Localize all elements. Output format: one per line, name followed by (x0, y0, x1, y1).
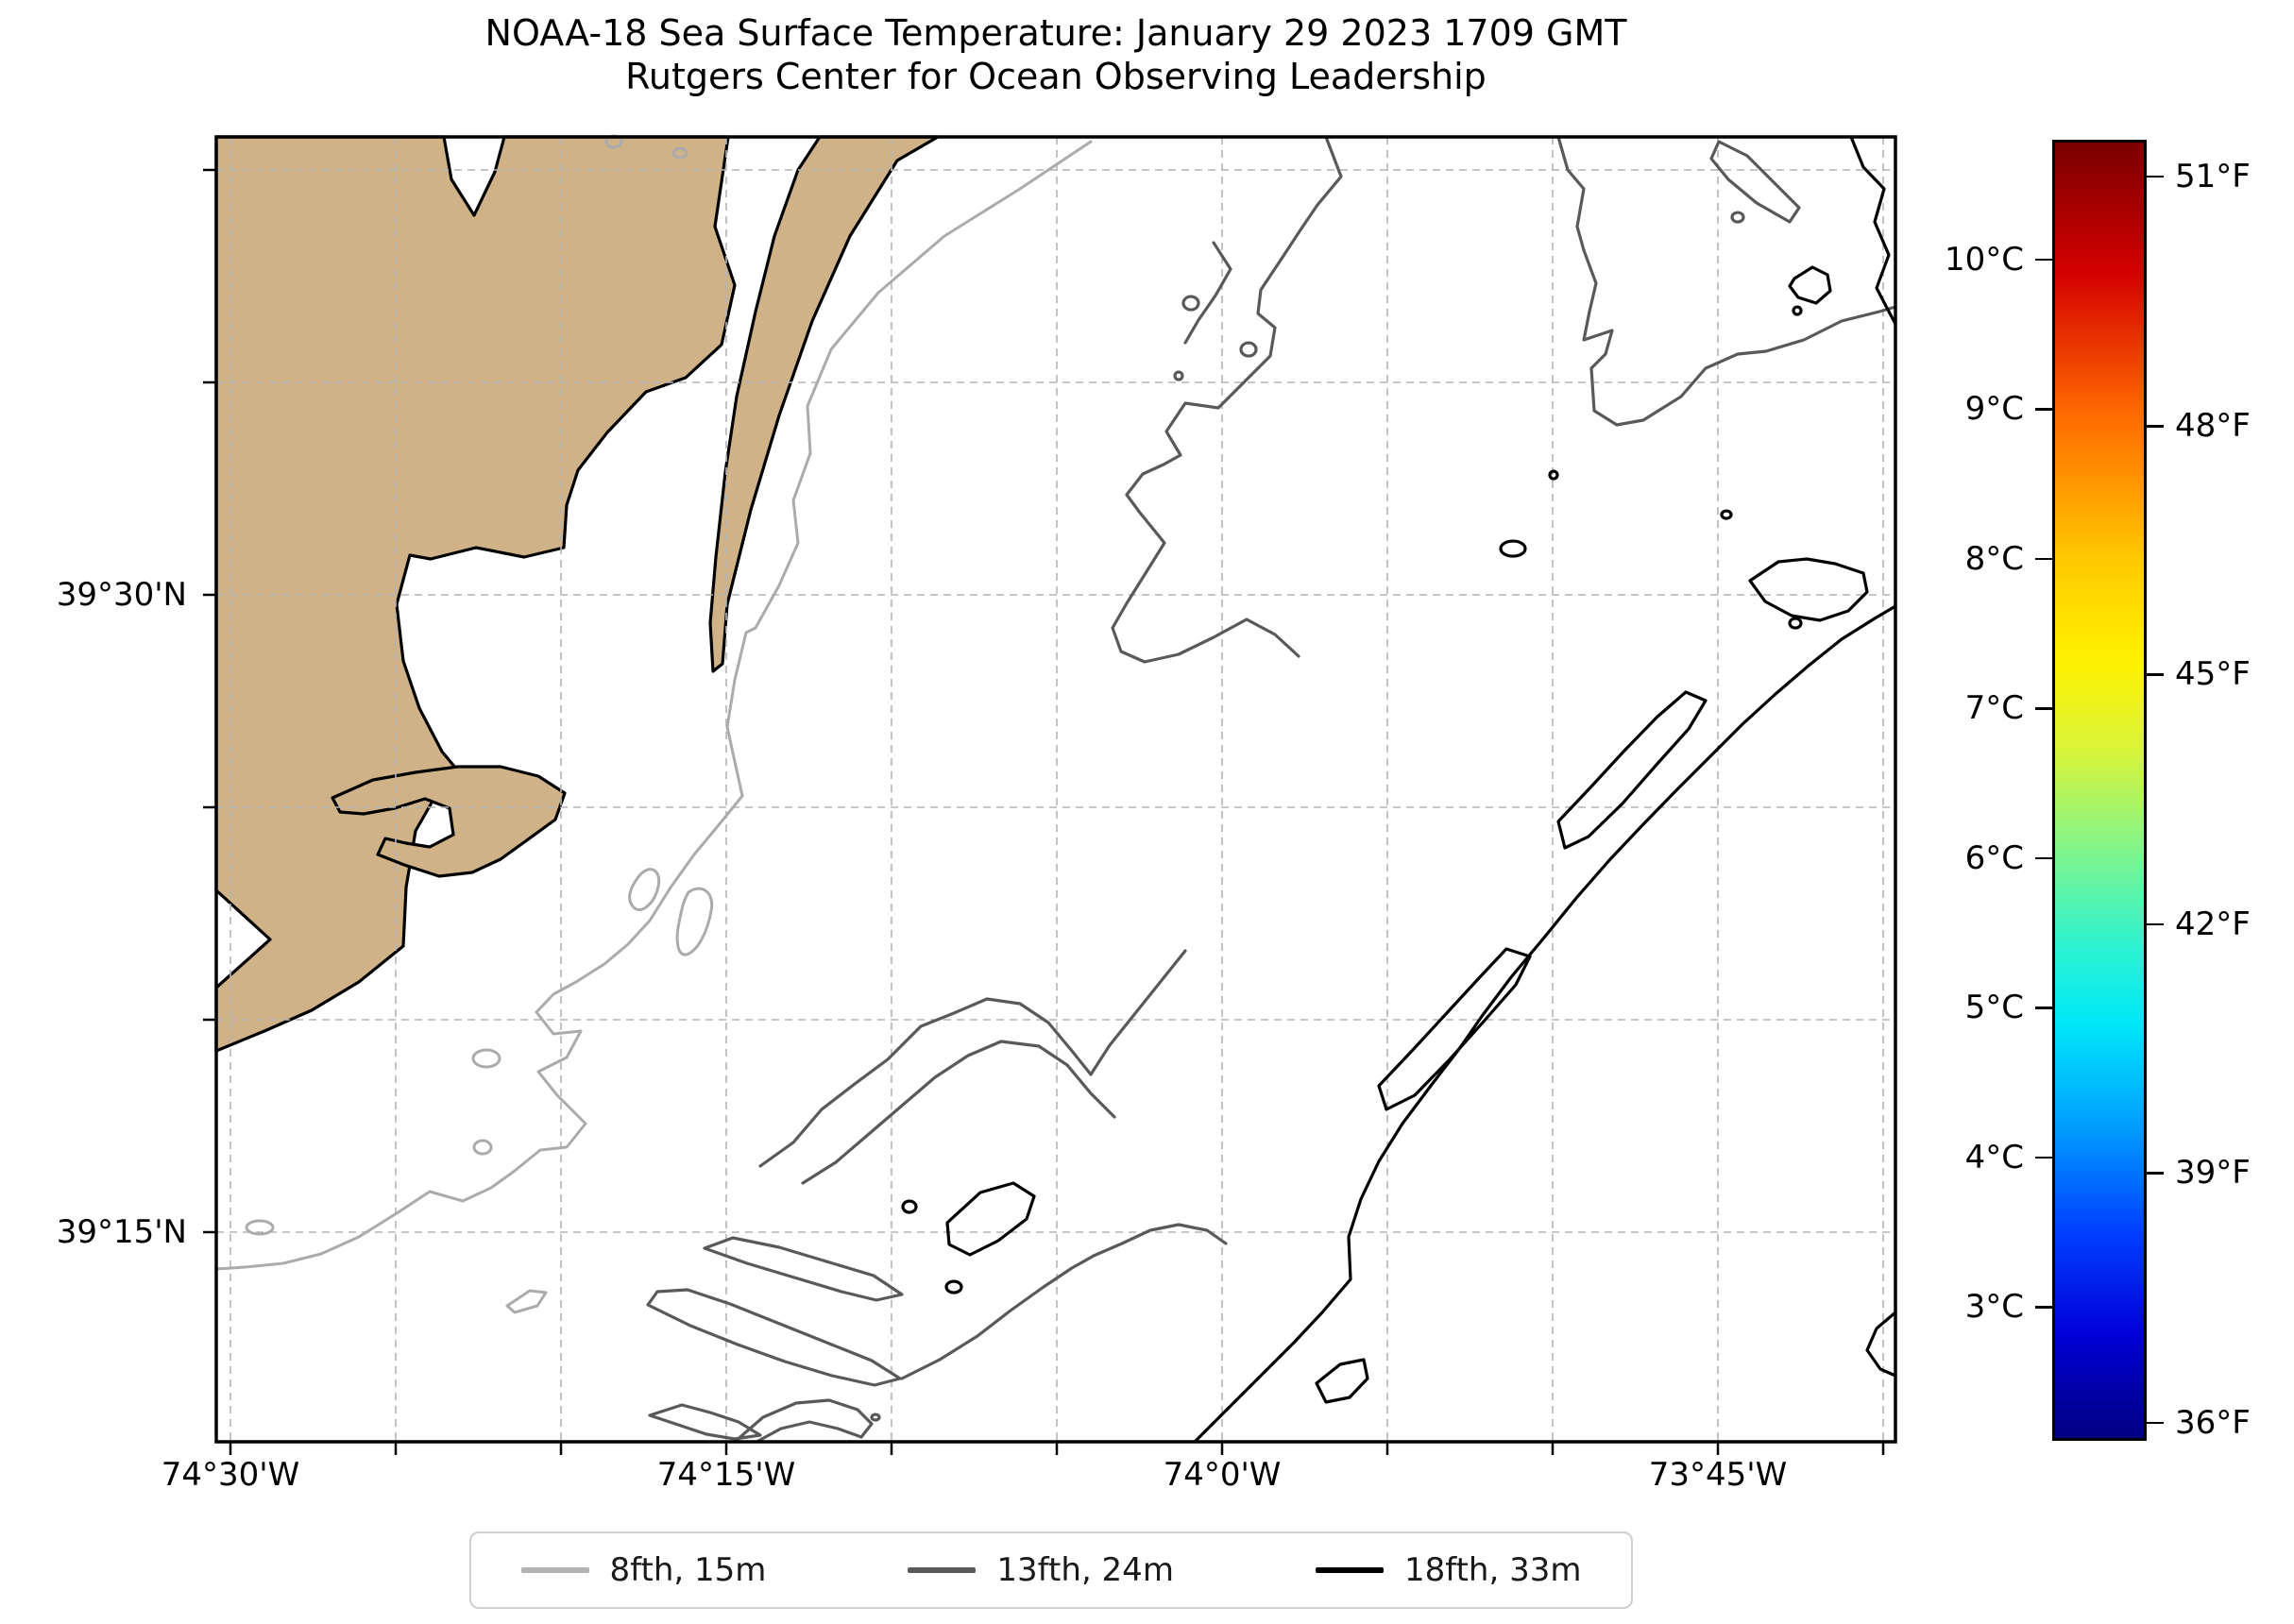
contour-18fth-ring (944, 1279, 963, 1294)
x-axis-label: 74°15'W (656, 1456, 796, 1494)
contour-13fth-ring (1173, 370, 1184, 381)
contour-18fth-ring (901, 1199, 918, 1214)
legend-line-swatch (1315, 1567, 1384, 1573)
colorbar-label-fahrenheit: 42°F (2175, 905, 2251, 943)
contour-8fth-loop (671, 146, 688, 160)
page-subtitle: Rutgers Center for Ocean Observing Leade… (625, 56, 1487, 97)
colorbar-tick-celsius (2035, 258, 2052, 262)
x-axis-label: 74°0'W (1163, 1456, 1282, 1494)
depth-contour-legend: 8fth, 15m 13fth, 24m 18fth, 33m (469, 1531, 1633, 1609)
legend-line-swatch (520, 1567, 589, 1573)
contour-8fth-loop (471, 1048, 501, 1069)
contour-13fth-ring (1239, 341, 1258, 358)
colorbar-tick-celsius (2035, 1306, 2052, 1309)
mainland-new-jersey (214, 135, 737, 1053)
contour-18fth-ring (1792, 305, 1803, 316)
colorbar-label-celsius: 9°C (1964, 390, 2024, 429)
x-axis-label: 74°30'W (161, 1456, 300, 1494)
colorbar-label-fahrenheit: 48°F (2175, 407, 2251, 446)
legend-label: 13fth, 24m (996, 1551, 1174, 1589)
legend-line-swatch (908, 1567, 977, 1573)
colorbar-label-fahrenheit: 51°F (2175, 157, 2251, 195)
map-border (214, 135, 1897, 1444)
contour-18fth-lens (1556, 690, 1708, 850)
map-plot-area (203, 134, 1897, 1455)
colorbar-tick-fahrenheit (2147, 922, 2164, 926)
contour-18fth-edge (1865, 1311, 1897, 1378)
legend-label: 8fth, 15m (609, 1551, 767, 1589)
colorbar-label-fahrenheit: 36°F (2175, 1403, 2251, 1442)
temperature-colorbar (2052, 140, 2147, 1441)
colorbar-tick-fahrenheit (2147, 1421, 2164, 1425)
y-axis-label: 39°30'N (56, 576, 187, 614)
contour-13fth-bottom (733, 1398, 874, 1444)
colorbar-label-celsius: 5°C (1964, 989, 2024, 1027)
barrier-island (708, 135, 940, 673)
contour-13fth-ring (1730, 211, 1745, 224)
y-axis-label: 39°15'N (56, 1213, 187, 1251)
contour-13fth-bottom (648, 1403, 762, 1441)
colorbar-tick-celsius (2035, 557, 2052, 561)
colorbar-tick-fahrenheit (2147, 673, 2164, 676)
contour-18fth-main (1193, 604, 1897, 1444)
contour-8fth-loop (675, 887, 714, 956)
page-title: NOAA-18 Sea Surface Temperature: January… (484, 12, 1627, 54)
contour-8fth-loop (505, 1289, 548, 1314)
contour-18fth-blob (1315, 1358, 1369, 1404)
colorbar-tick-celsius (2035, 707, 2052, 710)
colorbar-label-fahrenheit: 45°F (2175, 655, 2251, 694)
colorbar-label-celsius: 4°C (1964, 1138, 2024, 1176)
contour-18fth-whale (945, 1181, 1036, 1257)
colorbar-label-fahrenheit: 39°F (2175, 1154, 2251, 1193)
contour-8fth-loop (628, 868, 661, 911)
contour-8fth-main (214, 140, 1093, 1271)
contour-18fth-ring (1720, 509, 1733, 520)
colorbar-tick-celsius (2035, 856, 2052, 860)
colorbar-label-celsius: 8°C (1964, 539, 2024, 578)
contour-18fth-oval (1499, 539, 1527, 558)
contour-13fth-center (801, 1040, 1116, 1185)
contour-13fth-leaf (1709, 140, 1801, 224)
colorbar-tick-celsius (2035, 408, 2052, 411)
contour-13fth-finger (900, 1223, 1228, 1380)
legend-item-8fth: 8fth, 15m (520, 1551, 767, 1589)
colorbar-label-celsius: 3°C (1964, 1288, 2024, 1327)
contour-13fth-center (758, 997, 1093, 1168)
contour-13fth-upper (1111, 135, 1343, 664)
colorbar-tick-fahrenheit (2147, 425, 2164, 428)
contour-13fth-ring (1181, 295, 1200, 312)
contour-13fth-upper-right (1556, 135, 1897, 427)
colorbar-label-celsius: 7°C (1964, 689, 2024, 728)
contour-18fth-ring (1548, 469, 1559, 481)
colorbar-tick-celsius (2035, 1007, 2052, 1009)
contour-13fth-center (1089, 949, 1187, 1076)
colorbar-tick-fahrenheit (2147, 175, 2164, 178)
contour-18fth-boot (1748, 557, 1869, 622)
contour-13fth-finger (703, 1236, 904, 1302)
contour-8fth-loop (472, 1139, 493, 1156)
contour-18fth-top-right (1849, 135, 1897, 326)
colorbar-label-celsius: 6°C (1964, 838, 2024, 877)
colorbar-tick-fahrenheit (2147, 1172, 2164, 1175)
contour-18fth-lens (1377, 947, 1532, 1111)
great-bay-hook (331, 765, 567, 878)
contour-18fth-ring (1788, 617, 1803, 630)
contour-13fth-upper (1183, 241, 1232, 345)
colorbar-tick-celsius (2035, 1156, 2052, 1159)
legend-label: 18fth, 33m (1403, 1551, 1582, 1589)
contour-8fth-loop (245, 1219, 275, 1236)
contour-18fth-blob (1788, 265, 1832, 305)
colorbar-label-celsius: 10°C (1944, 240, 2024, 279)
legend-item-18fth: 18fth, 33m (1315, 1551, 1582, 1589)
contour-13fth-finger (646, 1288, 902, 1387)
legend-item-13fth: 13fth, 24m (908, 1554, 1174, 1586)
x-axis-label: 73°45'W (1648, 1456, 1788, 1494)
contour-13fth-ring (870, 1413, 881, 1422)
